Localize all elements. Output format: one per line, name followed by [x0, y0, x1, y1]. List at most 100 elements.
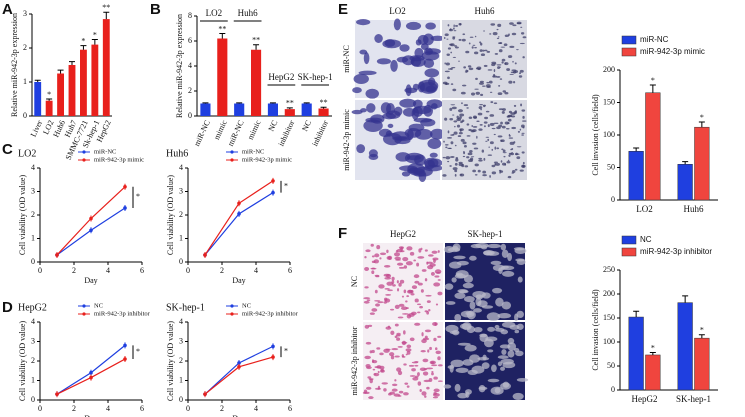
point — [89, 375, 93, 380]
group-label: SK-hep-1 — [298, 72, 333, 82]
cell — [519, 169, 524, 172]
cell — [393, 106, 403, 116]
cell — [411, 107, 419, 120]
point — [123, 185, 127, 189]
cell — [389, 391, 396, 395]
x-tick-label: 2 — [72, 404, 76, 413]
y-tick-label: 1 — [23, 77, 27, 86]
cell — [480, 42, 483, 46]
cell — [424, 310, 428, 313]
error-bar — [57, 69, 64, 74]
cell — [522, 36, 527, 39]
cell — [476, 66, 482, 70]
cell — [494, 387, 501, 394]
cell — [499, 78, 503, 80]
cell — [509, 73, 514, 75]
cell — [453, 45, 458, 47]
annotation: ** — [218, 24, 226, 33]
cell — [497, 313, 512, 319]
cell — [491, 127, 496, 130]
cell — [444, 117, 448, 121]
cell — [464, 344, 477, 352]
cell — [419, 305, 423, 309]
cell — [419, 367, 427, 372]
cell — [409, 375, 416, 377]
point — [55, 253, 59, 257]
y-tick-label: 50 — [607, 361, 615, 370]
cell — [362, 391, 370, 395]
y-tick-label: 4 — [179, 317, 183, 326]
point — [55, 392, 59, 396]
cell — [501, 61, 504, 64]
y-tick-label: 3 — [31, 336, 35, 345]
cell — [514, 329, 520, 334]
y-axis-label: Cell viability (OD value) — [166, 321, 175, 402]
cell — [385, 293, 392, 296]
bar — [628, 316, 644, 391]
cell — [516, 258, 526, 265]
cell — [501, 249, 509, 258]
cell — [424, 249, 428, 252]
cell — [517, 276, 523, 283]
x-tick-label: 0 — [186, 404, 190, 413]
cell — [358, 70, 377, 76]
cell — [453, 30, 457, 32]
micrograph — [352, 18, 445, 99]
cell — [382, 113, 396, 120]
cell — [494, 146, 497, 150]
cell — [487, 124, 490, 128]
cell — [363, 52, 370, 65]
error-bar — [253, 44, 260, 50]
cell — [477, 112, 483, 116]
cell — [410, 293, 415, 296]
cell — [366, 299, 371, 302]
cell — [384, 39, 396, 47]
cell — [516, 146, 522, 148]
cell — [513, 81, 516, 84]
point — [237, 212, 241, 216]
micrograph — [363, 243, 443, 320]
cell — [417, 311, 421, 314]
cell — [447, 24, 450, 27]
micrograph — [442, 20, 527, 98]
cell — [502, 361, 516, 369]
cell — [408, 312, 415, 317]
cell — [501, 110, 505, 114]
micrograph — [351, 98, 446, 183]
cell — [383, 297, 388, 302]
cell — [353, 73, 369, 85]
cell — [414, 360, 419, 363]
y-tick-label: 200 — [603, 289, 615, 298]
x-tick-label: 6 — [288, 266, 292, 275]
bar — [628, 151, 644, 201]
cell — [451, 277, 457, 283]
y-tick-label: 100 — [603, 130, 615, 139]
cell — [516, 323, 524, 330]
cell — [429, 152, 438, 158]
cell — [521, 151, 525, 154]
cell — [498, 267, 503, 275]
cell — [514, 62, 517, 65]
cell — [445, 301, 456, 305]
cell — [374, 289, 378, 294]
cell — [490, 260, 502, 266]
y-tick-label: 2 — [31, 356, 35, 365]
cell — [523, 165, 525, 168]
cell — [409, 337, 415, 342]
cell — [414, 298, 419, 303]
cell — [496, 64, 502, 66]
cell — [464, 165, 469, 168]
cell — [492, 287, 503, 294]
cell — [481, 85, 486, 87]
cell — [396, 332, 401, 336]
cell — [401, 313, 409, 315]
cell — [486, 312, 501, 322]
cell — [406, 295, 410, 298]
y-tick-label: 4 — [188, 61, 192, 70]
cell — [364, 355, 371, 360]
error-bar — [649, 352, 656, 355]
cell — [420, 349, 426, 353]
cell — [443, 36, 446, 39]
cell — [500, 243, 507, 251]
